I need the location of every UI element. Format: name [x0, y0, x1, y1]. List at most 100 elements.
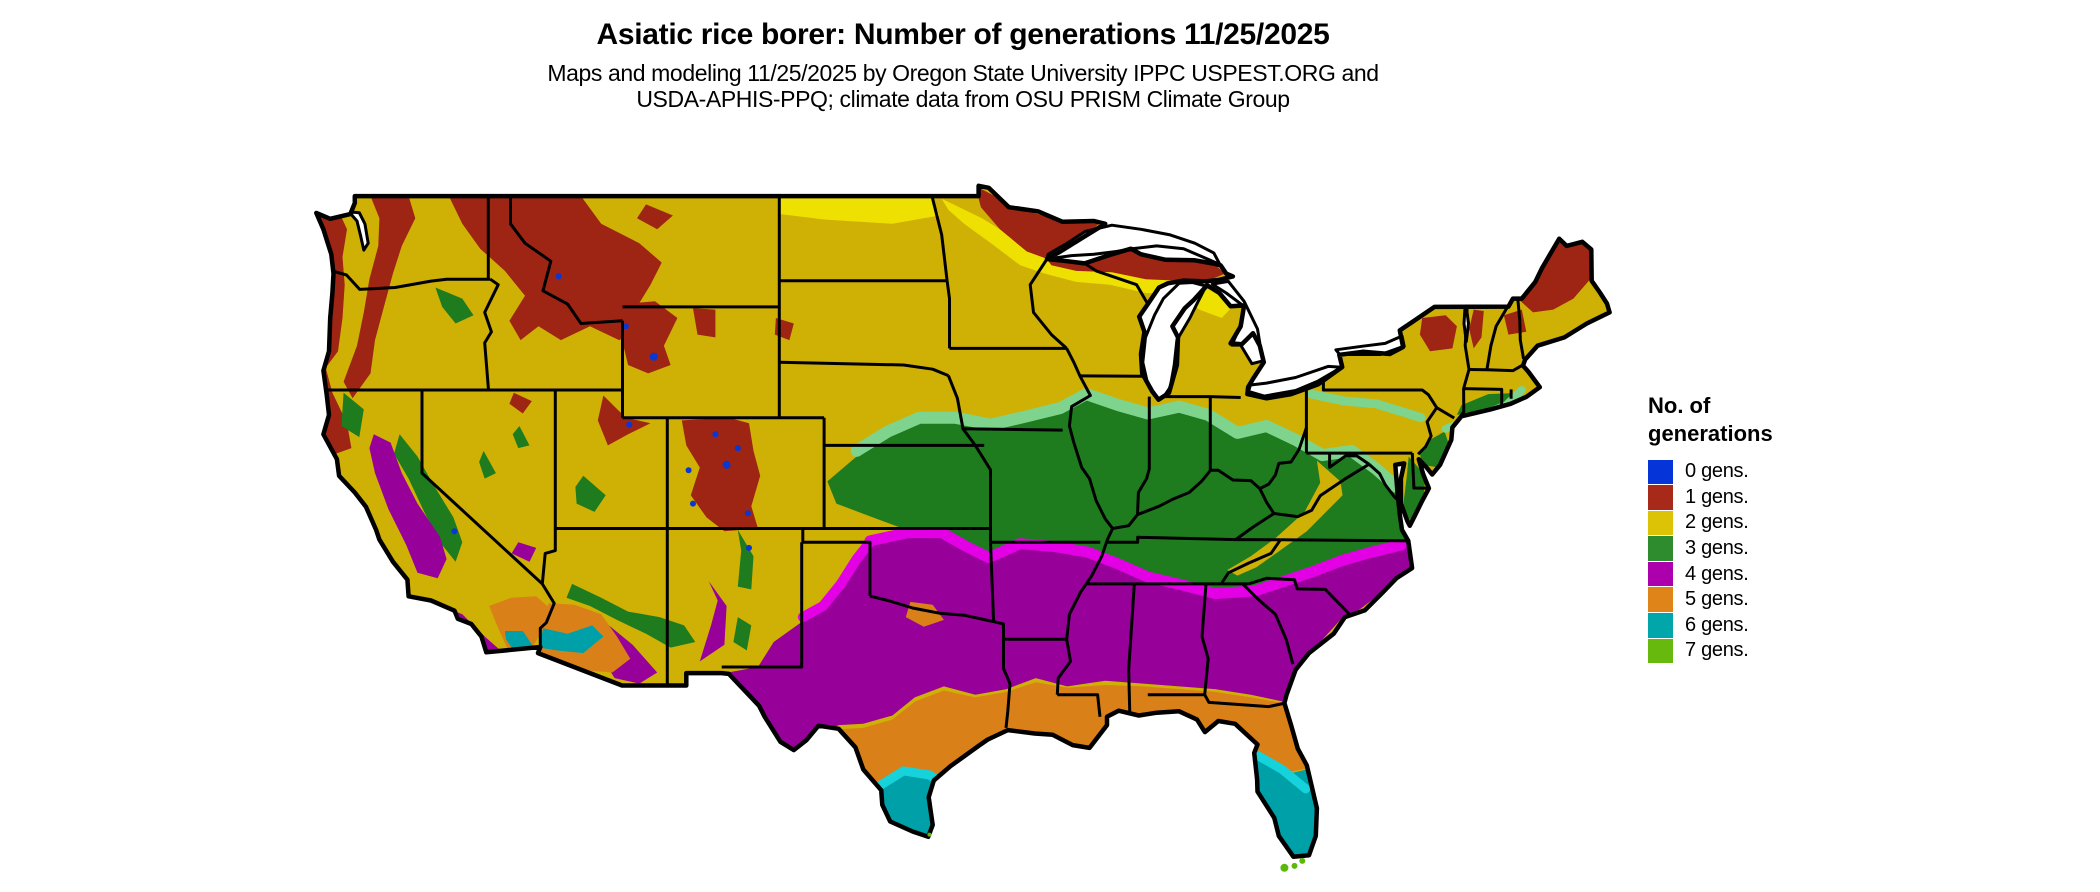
state-border [989, 542, 1012, 729]
legend-label: 2 gens. [1685, 511, 1749, 534]
region-gulf-band [780, 682, 1308, 789]
region-uinta-wasatch [597, 395, 651, 446]
legend-label: 6 gens. [1685, 613, 1749, 636]
state-border [1156, 395, 1241, 399]
state-border [1417, 406, 1438, 456]
zero-gens-pixel [722, 460, 731, 469]
legend-label: 3 gens. [1685, 537, 1749, 560]
legend-item-3-gens: 3 gens. [1648, 536, 1948, 562]
region-klamath [341, 392, 364, 438]
state-border [483, 277, 500, 391]
region-ruby-range [512, 426, 530, 449]
region-central-band [827, 399, 1410, 591]
region-bears-paw [637, 204, 673, 230]
region-rio-grande-valley [699, 581, 727, 662]
legend-swatch-icon [1648, 459, 1673, 485]
region-north-dakota-bright [780, 196, 940, 224]
state-border [1273, 462, 1370, 519]
region-northern-rockies [448, 196, 662, 341]
region-utah-plateaus [575, 475, 606, 512]
florida-keys-pixel [1280, 863, 1289, 872]
lake-puget-sound [349, 210, 370, 252]
state-border [1083, 262, 1150, 305]
florida-keys-pixel [927, 832, 932, 837]
legend-item-4-gens: 4 gens. [1648, 561, 1948, 587]
zero-gens-pixel [712, 431, 719, 438]
state-border [1028, 258, 1068, 350]
state-border [1516, 298, 1526, 360]
legend-item-5-gens: 5 gens. [1648, 587, 1948, 613]
region-ne-nevada [509, 392, 532, 414]
region-arizona-highlands [566, 583, 696, 648]
legend-swatch-icon [1648, 536, 1673, 561]
state-border [1203, 693, 1287, 709]
region-california-central-valley [369, 434, 447, 579]
region-colorado-rockies [681, 417, 761, 532]
region-toiyabe-range [479, 450, 496, 479]
legend: No. of generations 0 gens. 1 gens. 2 gens.… [1648, 392, 1948, 664]
region-green-mountains [1469, 309, 1484, 349]
region-mojave-vegas [511, 542, 537, 562]
state-border [1485, 305, 1509, 371]
transition-alleghenies-fringe [1306, 389, 1426, 423]
state-border [1219, 538, 1282, 585]
zero-gens-pixel [626, 421, 633, 428]
legend-swatch-icon [1648, 510, 1673, 536]
transition-magenta-north-fringe [864, 527, 1407, 600]
state-border [1410, 453, 1429, 490]
state-border [1321, 382, 1438, 409]
state-border [947, 375, 992, 543]
state-border [1200, 584, 1210, 695]
legend-label: 0 gens. [1685, 460, 1749, 483]
state-border [1136, 396, 1151, 515]
florida-keys-pixel [1299, 857, 1306, 864]
legend-title: No. of generations [1648, 392, 1948, 448]
state-border [1435, 406, 1455, 420]
legend-label: 7 gens. [1685, 639, 1749, 662]
zero-gens-pixel [451, 528, 458, 535]
state-border [1065, 347, 1114, 530]
state-border [1241, 583, 1295, 665]
state-border [1328, 453, 1370, 469]
transition-magenta-west-fringe [797, 537, 875, 623]
state-border [1468, 364, 1523, 373]
legend-swatch-icon [1648, 561, 1673, 587]
region-pacific-coast-range [316, 207, 352, 454]
state-border [1234, 512, 1275, 541]
zero-gens-pixel [649, 352, 658, 361]
state-border [1106, 535, 1281, 544]
state-border [420, 390, 556, 647]
lake-champlain [1462, 305, 1470, 343]
region-adirondacks [1419, 315, 1457, 352]
legend-label: 1 gens. [1685, 485, 1749, 508]
state-border [540, 390, 557, 585]
legend-item-2-gens: 2 gens. [1648, 510, 1948, 536]
region-phoenix-yuma [539, 625, 604, 654]
subtitle-line-1: Maps and modeling 11/25/2025 by Oregon S… [547, 60, 1379, 86]
region-se-california-desert [489, 596, 548, 648]
region-imperial-valley [504, 631, 534, 649]
state-border [779, 360, 949, 377]
state-border [1258, 487, 1276, 515]
legend-label: 5 gens. [1685, 588, 1749, 611]
legend-swatch-icon [1648, 638, 1673, 664]
legend-title-line-2: generations [1648, 421, 1773, 446]
legend-swatch-icon [1648, 613, 1673, 638]
transition-florida-teal-fringe [1250, 749, 1311, 794]
zero-gens-pixel [685, 467, 692, 474]
state-border [962, 427, 1063, 432]
state-border [509, 196, 623, 325]
legend-items: 0 gens. 1 gens. 2 gens. 3 gens. 4 gens. 5 gen… [1648, 459, 1948, 664]
state-border [930, 195, 949, 281]
region-bighorns [693, 308, 716, 338]
subtitle-line-2: USDA-APHIS-PPQ; climate data from OSU PR… [636, 85, 1290, 112]
legend-item-0-gens: 0 gens. [1648, 459, 1948, 485]
state-border [1055, 527, 1114, 695]
zero-gens-pixel [734, 445, 741, 452]
state-border [1280, 538, 1411, 543]
state-border [1127, 584, 1136, 715]
region-sacramento-mtns [733, 617, 752, 651]
state-border [945, 280, 951, 349]
